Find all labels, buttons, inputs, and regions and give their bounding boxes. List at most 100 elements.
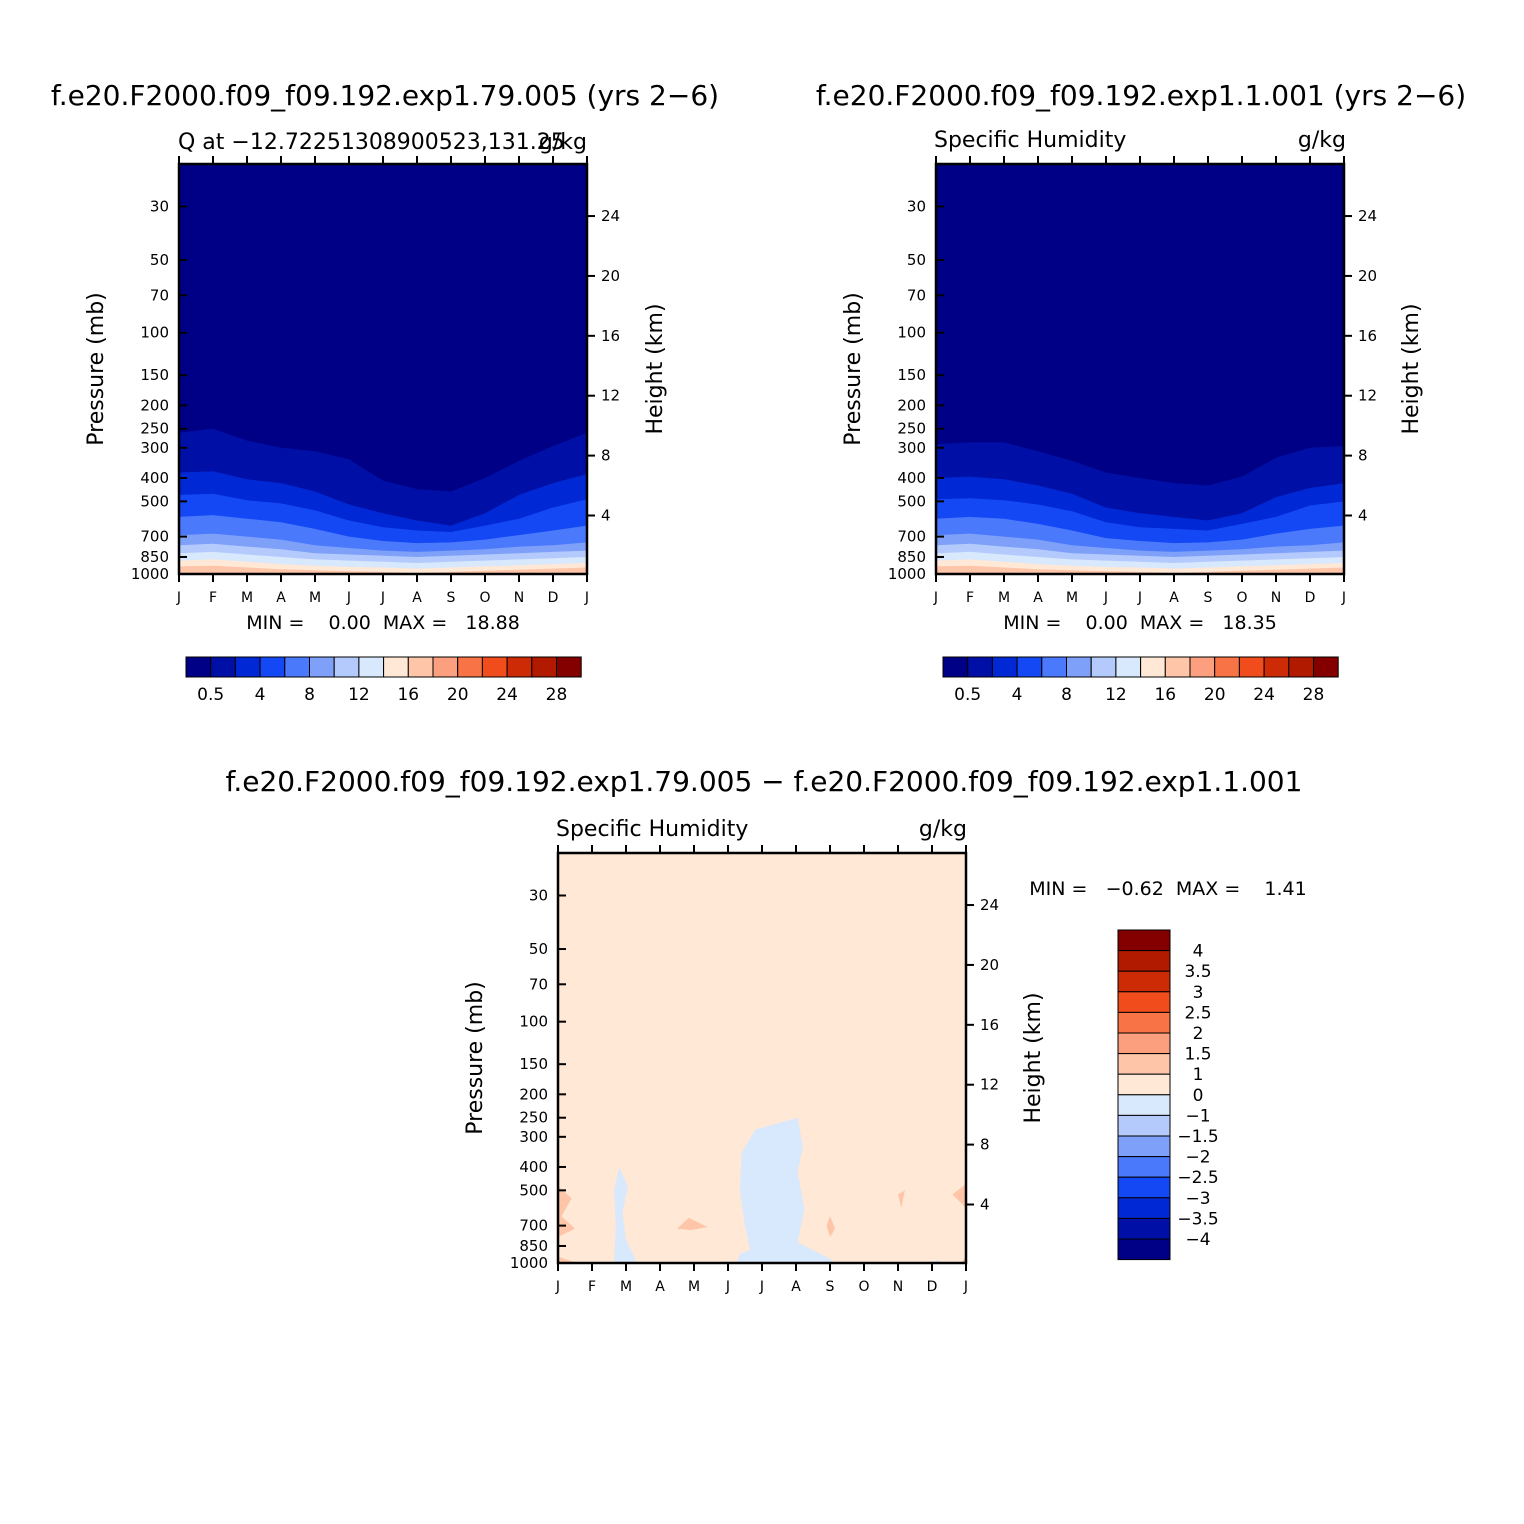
y-tick-label: 700 [519, 1217, 548, 1235]
colorbar-swatch [1313, 656, 1339, 678]
colorbar-swatch [1117, 1011, 1171, 1034]
colorbar-swatch [1090, 656, 1117, 678]
colorbar-swatch [1117, 1176, 1171, 1199]
x-tick-label: S [1204, 590, 1213, 606]
colorbar-label: 1 [1193, 1065, 1204, 1085]
colorbar-label: 3.5 [1184, 962, 1211, 982]
panel-3-y-right-ticks: 24 20 16 12 8 4 [966, 896, 999, 1213]
x-tick-label: O [858, 1279, 869, 1295]
y-tick-label: 250 [897, 420, 926, 438]
panel-3-y-right-label: Height (km) [1021, 992, 1046, 1123]
panel-2-y-label: Pressure (mb) [841, 292, 866, 446]
y-right-tick-label: 20 [980, 956, 999, 974]
x-tick-label: J [584, 590, 589, 606]
y-tick-label: 50 [529, 940, 548, 958]
colorbar-swatch [1016, 656, 1043, 678]
x-tick-label: J [380, 590, 385, 606]
colorbar-swatch [1066, 656, 1092, 678]
colorbar-swatch [1117, 1156, 1171, 1178]
x-tick-label: F [966, 590, 974, 606]
colorbar-swatch [1117, 1197, 1171, 1219]
y-right-tick-label: 8 [1358, 447, 1368, 465]
y-tick-label: 500 [519, 1181, 548, 1199]
panel-1-header: f.e20.F2000.f09_f09.192.exp1.79.005 (yrs… [51, 79, 719, 112]
colorbar-swatch [1117, 1053, 1171, 1075]
x-tick-label: O [1236, 590, 1247, 606]
x-tick-label: N [1271, 590, 1281, 606]
colorbar-swatch [556, 656, 582, 678]
y-tick-label: 30 [150, 197, 169, 215]
x-tick-label: A [276, 590, 286, 606]
x-tick-label: J [1137, 590, 1142, 606]
panel-1: f.e20.F2000.f09_f09.192.exp1.79.005 (yrs… [51, 79, 719, 705]
colorbar-swatch [358, 656, 385, 678]
colorbar-swatch [333, 656, 360, 678]
panel-2-header: f.e20.F2000.f09_f09.192.exp1.1.001 (yrs … [816, 79, 1466, 112]
y-right-tick-label: 24 [601, 207, 620, 225]
panel-3-plot-area [558, 853, 966, 1263]
colorbar-swatch [1117, 1217, 1171, 1240]
y-tick-label: 150 [519, 1055, 548, 1073]
colorbar-label: −2 [1185, 1148, 1210, 1168]
positive-region [826, 1216, 836, 1237]
x-tick-label: J [346, 590, 351, 606]
negative-region [614, 1167, 637, 1263]
x-tick-label: A [1033, 590, 1043, 606]
colorbar-swatch [457, 656, 483, 678]
colorbar-swatch [1117, 1094, 1171, 1116]
colorbar-label: −3.5 [1177, 1209, 1218, 1229]
colorbar-swatch [1189, 656, 1216, 678]
y-tick-label: 70 [150, 286, 169, 304]
colorbar-label: 24 [496, 685, 518, 705]
y-tick-label: 500 [140, 492, 169, 510]
colorbar-swatch [991, 656, 1018, 678]
colorbar-label: −2.5 [1177, 1168, 1218, 1188]
panel-1-y-right-ticks: 24 20 16 12 8 4 [587, 207, 620, 524]
y-tick-label: 400 [519, 1158, 548, 1176]
panel-2-min-max: MIN = 0.00 MAX = 18.35 [1003, 612, 1277, 634]
y-tick-label: 1000 [510, 1254, 548, 1272]
x-tick-label: J [725, 1279, 730, 1295]
colorbar-label: 0.5 [954, 685, 981, 705]
colorbar-swatch [506, 656, 533, 678]
y-tick-label: 1000 [131, 565, 169, 583]
y-right-tick-label: 16 [601, 327, 620, 345]
colorbar-swatch [1288, 656, 1315, 678]
colorbar-swatch [1117, 1073, 1171, 1096]
colorbar-swatch [309, 656, 335, 678]
colorbar-label: 28 [546, 685, 568, 705]
positive-region [898, 1190, 905, 1208]
panel-3-title: Specific Humidity [556, 817, 748, 842]
panel-2-y-right-ticks: 24 20 16 12 8 4 [1344, 207, 1377, 524]
y-tick-label: 850 [519, 1237, 548, 1255]
colorbar-swatch [1164, 656, 1191, 678]
contour-band [936, 565, 1344, 574]
x-tick-label: S [826, 1279, 835, 1295]
y-tick-label: 150 [140, 366, 169, 384]
colorbar-label: −3 [1185, 1189, 1210, 1209]
colorbar-label: 8 [304, 685, 315, 705]
colorbar-label: 0.5 [197, 685, 224, 705]
y-tick-label: 400 [897, 469, 926, 487]
y-tick-label: 400 [140, 469, 169, 487]
x-tick-label: A [1169, 590, 1179, 606]
y-tick-label: 200 [140, 396, 169, 414]
y-right-tick-label: 4 [1358, 506, 1368, 524]
colorbar-label: 16 [397, 685, 419, 705]
y-tick-label: 250 [519, 1109, 548, 1127]
x-tick-label: N [514, 590, 524, 606]
panel-1-y-label: Pressure (mb) [84, 292, 109, 446]
y-right-tick-label: 8 [980, 1136, 990, 1154]
x-tick-label: N [893, 1279, 903, 1295]
x-tick-label: M [688, 1279, 700, 1295]
y-right-tick-label: 12 [980, 1076, 999, 1094]
y-tick-label: 100 [519, 1013, 548, 1031]
y-right-tick-label: 16 [980, 1016, 999, 1034]
panel-1-title: Q at −12.72251308900523,131.25 [178, 130, 565, 155]
colorbar-label: 1.5 [1184, 1045, 1211, 1065]
panel-2-title: Specific Humidity [934, 128, 1126, 153]
